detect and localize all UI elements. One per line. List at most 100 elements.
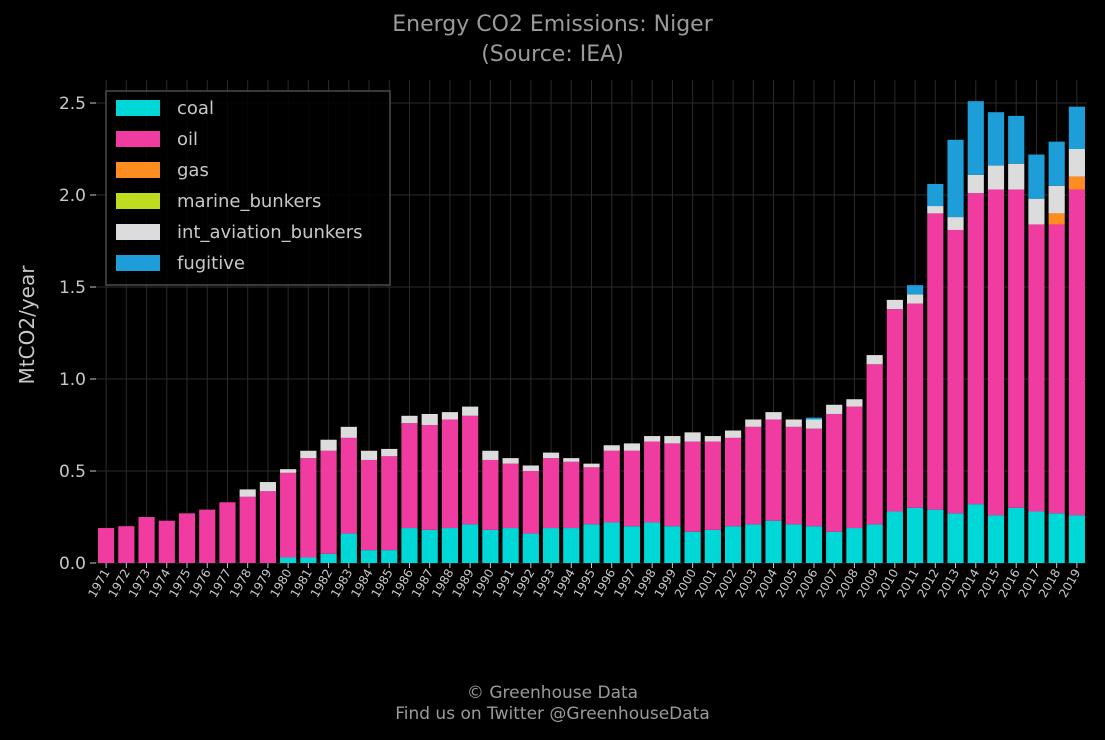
bar-oil-1996 <box>603 450 620 523</box>
bar-oil-2013 <box>947 229 964 514</box>
bar-int-aviation-bunkers-1995 <box>583 463 600 468</box>
bar-coal-2010 <box>886 511 903 563</box>
bar-oil-2006 <box>805 428 823 527</box>
bar-int-aviation-bunkers-2003 <box>745 419 762 427</box>
bar-coal-2013 <box>947 513 964 563</box>
bar-int-aviation-bunkers-2012 <box>927 206 944 214</box>
bar-oil-2001 <box>704 441 721 530</box>
bar-int-aviation-bunkers-1989 <box>462 406 479 416</box>
legend-swatch-fugitive <box>116 255 160 271</box>
bar-oil-1976 <box>199 509 216 563</box>
bar-coal-2003 <box>745 524 762 563</box>
bar-oil-1992 <box>522 471 539 534</box>
bar-coal-1993 <box>542 528 560 563</box>
bar-fugitive-2016 <box>1008 115 1025 164</box>
bar-oil-2005 <box>785 426 802 525</box>
bar-int-aviation-bunkers-1980 <box>280 469 297 473</box>
bar-int-aviation-bunkers-1984 <box>360 450 378 460</box>
bar-coal-2000 <box>684 531 701 563</box>
bar-oil-2007 <box>826 413 843 532</box>
bar-oil-1999 <box>664 443 681 527</box>
bar-int-aviation-bunkers-2009 <box>866 355 883 365</box>
chart-title: Energy CO2 Emissions: Niger <box>392 12 713 37</box>
bar-coal-1986 <box>401 528 418 563</box>
bar-oil-2015 <box>987 189 1005 516</box>
bar-fugitive-2013 <box>947 139 964 218</box>
bar-int-aviation-bunkers-1992 <box>522 465 539 471</box>
bar-fugitive-2018 <box>1048 141 1065 186</box>
bar-oil-1971 <box>98 528 115 563</box>
bar-oil-2009 <box>866 364 883 525</box>
bar-coal-2018 <box>1048 513 1065 563</box>
chart-subtitle: (Source: IEA) <box>481 42 624 67</box>
bar-coal-2011 <box>907 507 924 563</box>
bar-oil-1989 <box>462 415 479 525</box>
bar-coal-1981 <box>300 557 317 563</box>
bar-oil-1982 <box>320 450 337 554</box>
bar-coal-2005 <box>785 524 802 563</box>
bar-int-aviation-bunkers-2015 <box>987 165 1005 190</box>
bar-oil-2012 <box>927 213 944 510</box>
bar-coal-1997 <box>623 526 641 563</box>
bar-oil-2016 <box>1008 189 1025 508</box>
bar-int-aviation-bunkers-1983 <box>340 426 357 438</box>
bar-coal-1985 <box>381 550 398 563</box>
bar-coal-1987 <box>421 529 438 563</box>
bar-oil-1987 <box>421 425 438 530</box>
bar-coal-2014 <box>967 504 984 563</box>
bar-coal-2001 <box>704 529 721 563</box>
bar-gas-2018 <box>1048 213 1065 225</box>
bar-oil-1994 <box>563 461 580 529</box>
bar-oil-1998 <box>644 441 661 523</box>
bar-oil-2010 <box>886 309 903 512</box>
bar-oil-1990 <box>482 459 499 530</box>
bar-coal-1989 <box>462 524 479 563</box>
bar-int-aviation-bunkers-1988 <box>441 412 459 420</box>
bar-int-aviation-bunkers-2001 <box>704 436 721 442</box>
x-tick-label: 2019 <box>1056 567 1083 600</box>
legend-swatch-int-aviation-bunkers <box>116 224 160 240</box>
bar-coal-1995 <box>583 524 600 563</box>
bar-int-aviation-bunkers-2006 <box>805 419 823 429</box>
bar-coal-1980 <box>280 557 297 563</box>
bar-oil-1977 <box>219 502 236 563</box>
bar-oil-1981 <box>300 458 317 558</box>
footer-twitter: Find us on Twitter @GreenhouseData <box>395 704 710 724</box>
bar-coal-2012 <box>927 509 944 563</box>
bar-int-aviation-bunkers-1997 <box>623 443 641 451</box>
bar-oil-2000 <box>684 441 701 532</box>
y-tick-label: 1.0 <box>59 370 86 390</box>
legend-swatch-gas <box>116 162 160 178</box>
bar-int-aviation-bunkers-2017 <box>1028 198 1045 225</box>
legend-label-int-aviation-bunkers: int_aviation_bunkers <box>177 222 363 243</box>
bar-int-aviation-bunkers-1987 <box>421 413 438 425</box>
legend-swatch-coal <box>116 100 160 116</box>
bar-oil-1984 <box>360 459 378 551</box>
bar-oil-1980 <box>280 472 297 558</box>
bar-coal-2016 <box>1008 507 1025 563</box>
bar-oil-1993 <box>542 458 560 529</box>
bar-int-aviation-bunkers-2005 <box>785 419 802 427</box>
bar-coal-1990 <box>482 529 499 563</box>
y-tick-label: 0.5 <box>59 462 86 482</box>
bar-int-aviation-bunkers-1999 <box>664 436 681 444</box>
bar-int-aviation-bunkers-1993 <box>542 452 560 459</box>
bar-int-aviation-bunkers-2013 <box>947 217 964 230</box>
bar-int-aviation-bunkers-1985 <box>381 448 398 457</box>
bar-oil-1988 <box>441 419 459 529</box>
bar-coal-1982 <box>320 553 337 563</box>
legend-label-gas: gas <box>177 160 209 181</box>
bar-int-aviation-bunkers-2000 <box>684 432 701 442</box>
bar-oil-2003 <box>745 426 762 525</box>
bar-oil-2019 <box>1068 189 1085 516</box>
y-tick-label: 1.5 <box>59 278 86 298</box>
bar-oil-1983 <box>340 437 357 534</box>
bar-oil-1985 <box>381 456 398 551</box>
bar-fugitive-2012 <box>927 183 944 207</box>
legend-swatch-marine-bunkers <box>116 193 160 209</box>
bar-oil-2011 <box>907 303 924 508</box>
bar-coal-2015 <box>987 515 1005 563</box>
bar-fugitive-2011 <box>907 285 924 295</box>
bar-int-aviation-bunkers-2019 <box>1068 149 1085 177</box>
bar-oil-2018 <box>1048 224 1065 514</box>
